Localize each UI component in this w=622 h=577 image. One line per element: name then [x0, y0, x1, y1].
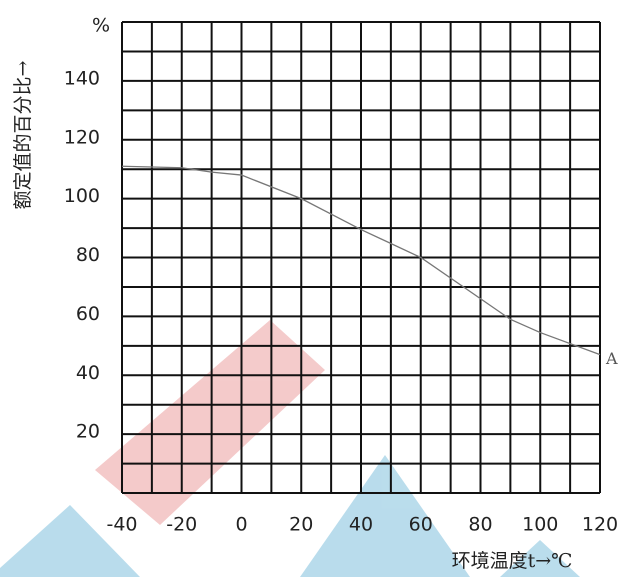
x-tick-label: 0: [235, 514, 247, 536]
y-tick-label: 120: [64, 126, 100, 148]
x-tick-label: 120: [582, 514, 618, 536]
x-tick-label: 40: [349, 514, 373, 536]
x-axis-label: 环境温度t→℃: [452, 550, 573, 572]
x-tick-label: 80: [468, 514, 492, 536]
watermark: [0, 320, 580, 577]
y-unit: %: [92, 15, 110, 37]
y-tick-label: 100: [64, 185, 100, 207]
chart: % 额定值的百分比→ 环境温度t→℃ -40 -20 0 20 40 60 80 100 120…: [0, 0, 622, 577]
x-tick-label: 60: [409, 514, 433, 536]
y-tick-label: 80: [76, 244, 100, 266]
y-tick-label: 60: [76, 303, 100, 325]
x-tick-label: 100: [522, 514, 558, 536]
y-tick-label: 20: [76, 421, 100, 443]
series-label: A: [605, 349, 618, 368]
y-axis-label: 额定值的百分比→: [12, 60, 34, 209]
x-tick-label: -40: [106, 514, 137, 536]
x-tick-label: -20: [166, 514, 197, 536]
y-tick-label: 140: [64, 67, 100, 89]
y-tick-label: 40: [76, 362, 100, 384]
x-tick-label: 20: [289, 514, 313, 536]
